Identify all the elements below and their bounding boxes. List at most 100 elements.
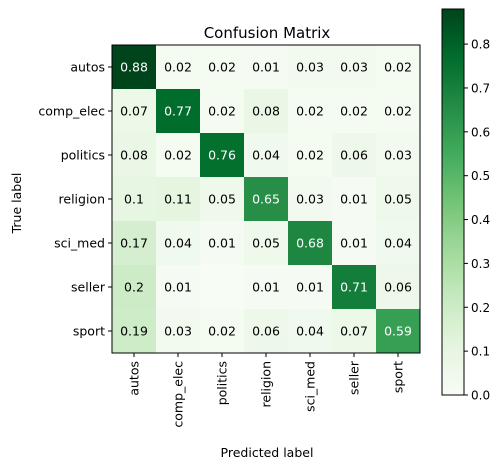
heatmap-cell (156, 133, 200, 177)
cell-value-label: 0.07 (340, 324, 368, 339)
heatmap-cell (376, 265, 420, 309)
cell-value-label: 0.04 (384, 236, 412, 251)
heatmap-cell (376, 221, 420, 265)
heatmap-cell (332, 177, 376, 221)
colorbar: 0.0 0.1 0.2 0.3 0.4 0.5 0.6 0.7 0.8 (441, 8, 490, 403)
cell-value-label: 0.06 (252, 324, 280, 339)
cell-value-label: 0.03 (384, 148, 412, 163)
cell-value-label: 0.88 (120, 60, 148, 75)
cell-value-label: 0.71 (340, 280, 368, 295)
cell-value-label: 0.01 (208, 236, 236, 251)
heatmap-cell (200, 133, 244, 177)
cell-value-label: 0.05 (384, 192, 412, 207)
y-tick-label: seller (71, 280, 106, 295)
cell-labels: 0.88 0.02 0.02 0.01 0.03 0.03 0.02 0.07 0.77 0.02… (120, 60, 412, 339)
heatmap-cell (288, 177, 332, 221)
heatmap-cell (200, 177, 244, 221)
heatmap-cell (112, 221, 156, 265)
heatmap-cell (376, 89, 420, 133)
heatmap-cell (200, 89, 244, 133)
heatmap-cell (288, 133, 332, 177)
heatmap-cell (288, 45, 332, 89)
x-tick-label: comp_elec (171, 361, 186, 428)
y-tick-label: sport (73, 324, 105, 339)
heatmap-cell (200, 221, 244, 265)
heatmap-cell (288, 309, 332, 353)
cell-value-label: 0.07 (120, 104, 148, 119)
colorbar-tick-label: 0.7 (471, 81, 490, 95)
x-axis-ticks: autos comp_elec politics religion sci_med sel… (127, 353, 406, 428)
heatmap-cell (112, 309, 156, 353)
colorbar-tick-label: 0.4 (471, 213, 490, 227)
heatmap-cell (288, 265, 332, 309)
cell-value-label: 0.02 (164, 60, 192, 75)
colorbar-tick-label: 0.2 (471, 301, 490, 315)
cell-value-label: 0.11 (164, 192, 192, 207)
heatmap-cell (156, 221, 200, 265)
colorbar-tick-label: 0.1 (471, 345, 490, 359)
heatmap-cell (112, 89, 156, 133)
heatmap-cell (156, 89, 200, 133)
cell-value-label: 0.03 (340, 60, 368, 75)
cell-value-label: 0.05 (252, 236, 280, 251)
cell-value-label: 0.01 (164, 280, 192, 295)
heatmap-cell (112, 45, 156, 89)
heatmap-cell (200, 45, 244, 89)
x-tick-label: sport (391, 361, 406, 393)
colorbar-tick-label: 0.6 (471, 125, 490, 139)
cell-value-label: 0.02 (208, 324, 236, 339)
cell-value-label: 0.02 (296, 104, 324, 119)
y-tick-label: comp_elec (38, 104, 105, 119)
cell-value-label: 0.02 (384, 104, 412, 119)
cell-value-label: 0.02 (384, 60, 412, 75)
heatmap-cell (376, 309, 420, 353)
heatmap-cell (244, 89, 288, 133)
heatmap-cell (288, 221, 332, 265)
cell-value-label: 0.1 (124, 192, 144, 207)
heatmap-cell (332, 309, 376, 353)
colorbar-tick-label: 0.0 (471, 389, 490, 403)
x-tick-label: seller (347, 360, 362, 395)
cell-value-label: 0.01 (340, 236, 368, 251)
heatmap-cell (332, 89, 376, 133)
cell-value-label: 0.03 (296, 192, 324, 207)
heatmap-cell (244, 221, 288, 265)
cell-value-label: 0.02 (208, 60, 236, 75)
cell-value-label: 0.04 (252, 148, 280, 163)
heatmap-cell (156, 265, 200, 309)
heatmap-cell (156, 177, 200, 221)
heatmap-cell (112, 133, 156, 177)
heatmap-cell (376, 133, 420, 177)
cell-value-label: 0.02 (164, 148, 192, 163)
cell-value-label: 0.04 (164, 236, 192, 251)
cell-value-label: 0.2 (124, 280, 144, 295)
cell-value-label: 0.08 (252, 104, 280, 119)
cell-value-label: 0.01 (340, 192, 368, 207)
x-tick-label: autos (127, 361, 142, 396)
heatmap-cells (111, 44, 421, 354)
heatmap-cell (376, 45, 420, 89)
heatmap-cell (112, 265, 156, 309)
cell-value-label: 0.02 (208, 104, 236, 119)
cell-value-label: 0.76 (208, 148, 236, 163)
cell-value-label: 0.05 (208, 192, 236, 207)
cell-value-label: 0.03 (164, 324, 192, 339)
cell-value-label: 0.08 (120, 148, 148, 163)
cell-value-label: 0.59 (384, 324, 412, 339)
y-tick-label: autos (70, 60, 105, 75)
heatmap-cell (332, 133, 376, 177)
cell-value-label: 0.02 (296, 148, 324, 163)
x-tick-label: sci_med (303, 361, 318, 412)
heatmap-cell (376, 177, 420, 221)
y-axis-ticks: autos comp_elec politics religion sci_medsel… (38, 60, 112, 339)
y-tick-label: sci_med (54, 236, 105, 251)
cell-value-label: 0.06 (340, 148, 368, 163)
heatmap-cell (200, 265, 244, 309)
heatmap-cell (288, 89, 332, 133)
heatmap-cell (244, 45, 288, 89)
cell-value-label: 0.01 (252, 60, 280, 75)
x-tick-label: religion (259, 361, 274, 407)
y-tick-label: politics (61, 148, 105, 163)
cell-value-label: 0.68 (296, 236, 324, 251)
